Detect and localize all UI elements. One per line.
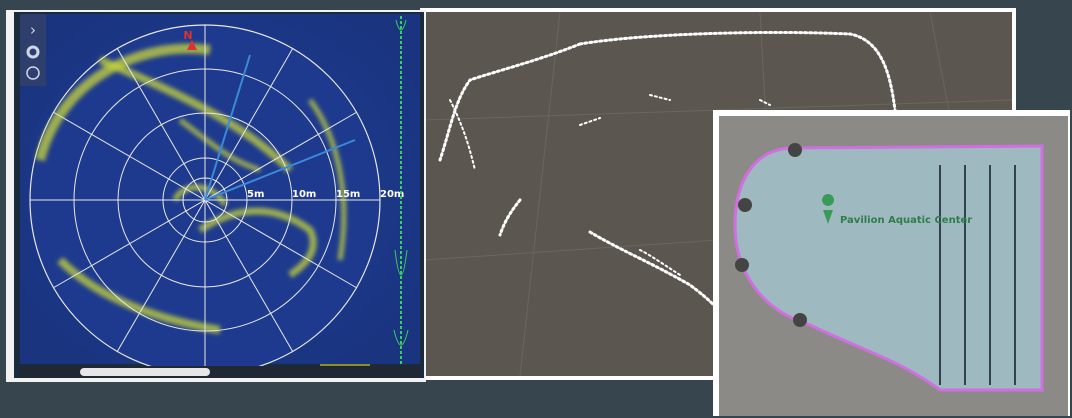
north-marker	[187, 40, 197, 50]
sonar-echoes	[35, 43, 347, 334]
trees	[735, 143, 807, 327]
range-label: 20m	[380, 189, 404, 200]
point-cloud	[438, 30, 897, 322]
profile-shape	[393, 19, 409, 346]
sector-line	[204, 139, 356, 201]
toolbar	[20, 14, 46, 86]
range-label: 10m	[292, 189, 316, 200]
sector-line	[204, 54, 251, 201]
lane-lines	[939, 165, 1016, 385]
north-label: N	[183, 29, 192, 42]
settings-icon[interactable]	[26, 45, 40, 59]
place-label: Pavilion Aquatic Center	[840, 215, 972, 226]
info-icon[interactable]	[26, 66, 40, 80]
range-label: 15m	[336, 189, 360, 200]
search-box[interactable]	[80, 368, 210, 376]
map-panel: Pavilion Aquatic Center	[713, 110, 1070, 416]
map-pin[interactable]	[822, 194, 835, 224]
range-label: 5m	[247, 189, 264, 200]
range-labels: 5m 10m 15m 20m	[247, 189, 404, 200]
expand-icon[interactable]: ›	[30, 21, 36, 39]
sonar-photo: › N 5m 10m 15m 20m	[6, 10, 426, 382]
